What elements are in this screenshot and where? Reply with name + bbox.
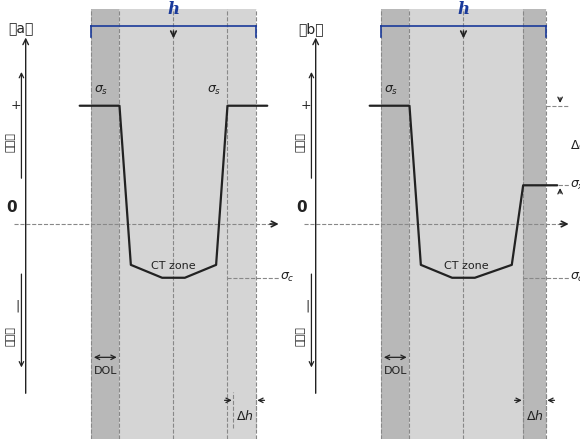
Text: CT zone: CT zone <box>444 261 488 271</box>
Text: $\sigma_c$: $\sigma_c$ <box>280 271 295 284</box>
Text: 0: 0 <box>296 200 307 215</box>
Text: $\Delta h$: $\Delta h$ <box>525 409 543 423</box>
Text: $\sigma_c$: $\sigma_c$ <box>570 271 580 284</box>
Text: DOL: DOL <box>93 366 117 376</box>
Text: （a）: （a） <box>9 22 34 36</box>
Text: $\sigma_s$: $\sigma_s$ <box>94 84 108 97</box>
Text: 压应力: 压应力 <box>295 132 305 152</box>
Text: 张应力: 张应力 <box>295 326 305 346</box>
Text: $\sigma_s$: $\sigma_s$ <box>208 84 222 97</box>
Text: h: h <box>458 0 470 17</box>
Bar <box>381 9 546 439</box>
Text: CT zone: CT zone <box>151 261 196 271</box>
Text: +: + <box>300 99 311 112</box>
Text: 张应力: 张应力 <box>5 326 15 346</box>
Text: （b）: （b） <box>299 22 324 36</box>
Text: $\sigma_x$: $\sigma_x$ <box>570 179 580 192</box>
Text: 0: 0 <box>6 200 17 215</box>
Text: $\Delta\sigma$: $\Delta\sigma$ <box>570 139 580 152</box>
Text: h: h <box>168 0 180 17</box>
Text: $\Delta h$: $\Delta h$ <box>235 409 253 423</box>
Bar <box>91 9 256 439</box>
Bar <box>91 9 119 439</box>
Text: DOL: DOL <box>383 366 407 376</box>
Text: |: | <box>305 299 309 312</box>
Bar <box>523 9 546 439</box>
Text: 压应力: 压应力 <box>5 132 15 152</box>
Bar <box>381 9 409 439</box>
Text: |: | <box>15 299 19 312</box>
Text: $\sigma_s$: $\sigma_s$ <box>384 84 398 97</box>
Text: +: + <box>10 99 21 112</box>
